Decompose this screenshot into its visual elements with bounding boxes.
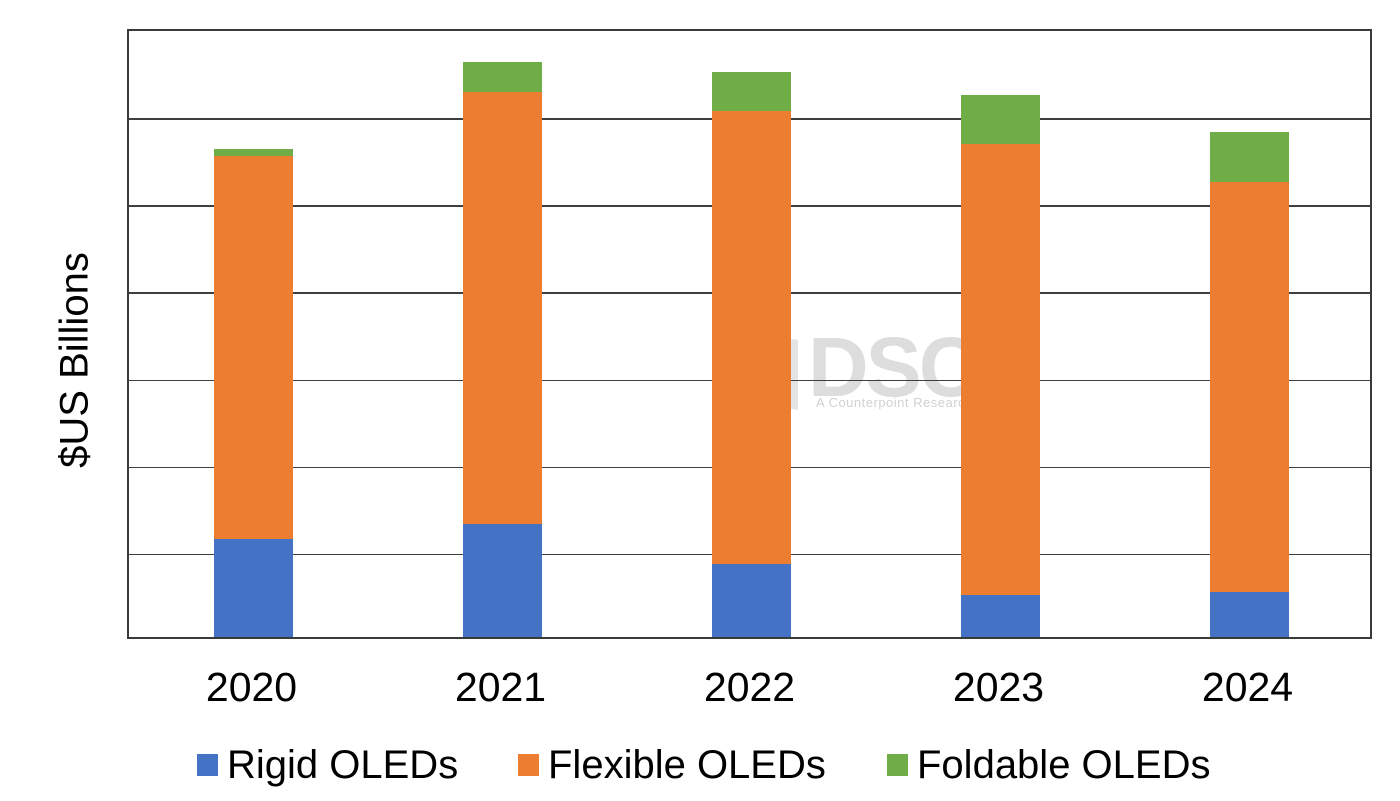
legend-swatch-flexible-oleds [518, 754, 539, 776]
bar-segment-flexible-oleds-2023 [961, 143, 1040, 596]
bar-segment-flexible-oleds-2021 [463, 91, 542, 524]
bar-segment-rigid-oleds-2024 [1210, 591, 1289, 637]
bar-segment-foldable-oleds-2021 [463, 61, 542, 92]
plot-area: DSCC A Counterpoint Research Company [127, 29, 1372, 639]
legend-item-foldable-oleds: Foldable OLEDs [887, 742, 1211, 787]
bar-segment-rigid-oleds-2021 [463, 523, 542, 637]
x-axis-tick-label-2023: 2023 [952, 664, 1045, 710]
legend-swatch-rigid-oleds [197, 754, 218, 776]
bar-segment-foldable-oleds-2020 [214, 149, 293, 156]
legend-item-rigid-oleds: Rigid OLEDs [197, 742, 459, 787]
bar-segment-foldable-oleds-2022 [712, 72, 791, 111]
bar-segment-flexible-oleds-2020 [214, 155, 293, 540]
bar-segment-flexible-oleds-2022 [712, 110, 791, 564]
bar-segment-foldable-oleds-2024 [1210, 131, 1289, 183]
x-axis-tick-label-2020: 2020 [205, 664, 298, 710]
x-axis-tick-label-2021: 2021 [454, 664, 547, 710]
bar-segment-flexible-oleds-2024 [1210, 182, 1289, 592]
bar-segment-rigid-oleds-2023 [961, 595, 1040, 637]
x-axis-tick-label-2024: 2024 [1201, 664, 1294, 710]
legend-label-rigid-oleds: Rigid OLEDs [227, 742, 459, 787]
bar-segment-rigid-oleds-2022 [712, 563, 791, 637]
legend-swatch-foldable-oleds [887, 754, 908, 776]
legend-item-flexible-oleds: Flexible OLEDs [518, 742, 826, 787]
y-axis-title: $US Billions [52, 252, 97, 468]
legend-label-foldable-oleds: Foldable OLEDs [917, 742, 1211, 787]
x-axis-tick-label-2022: 2022 [703, 664, 796, 710]
legend-label-flexible-oleds: Flexible OLEDs [548, 742, 826, 787]
bar-segment-foldable-oleds-2023 [961, 94, 1040, 144]
bar-segment-rigid-oleds-2020 [214, 539, 293, 637]
